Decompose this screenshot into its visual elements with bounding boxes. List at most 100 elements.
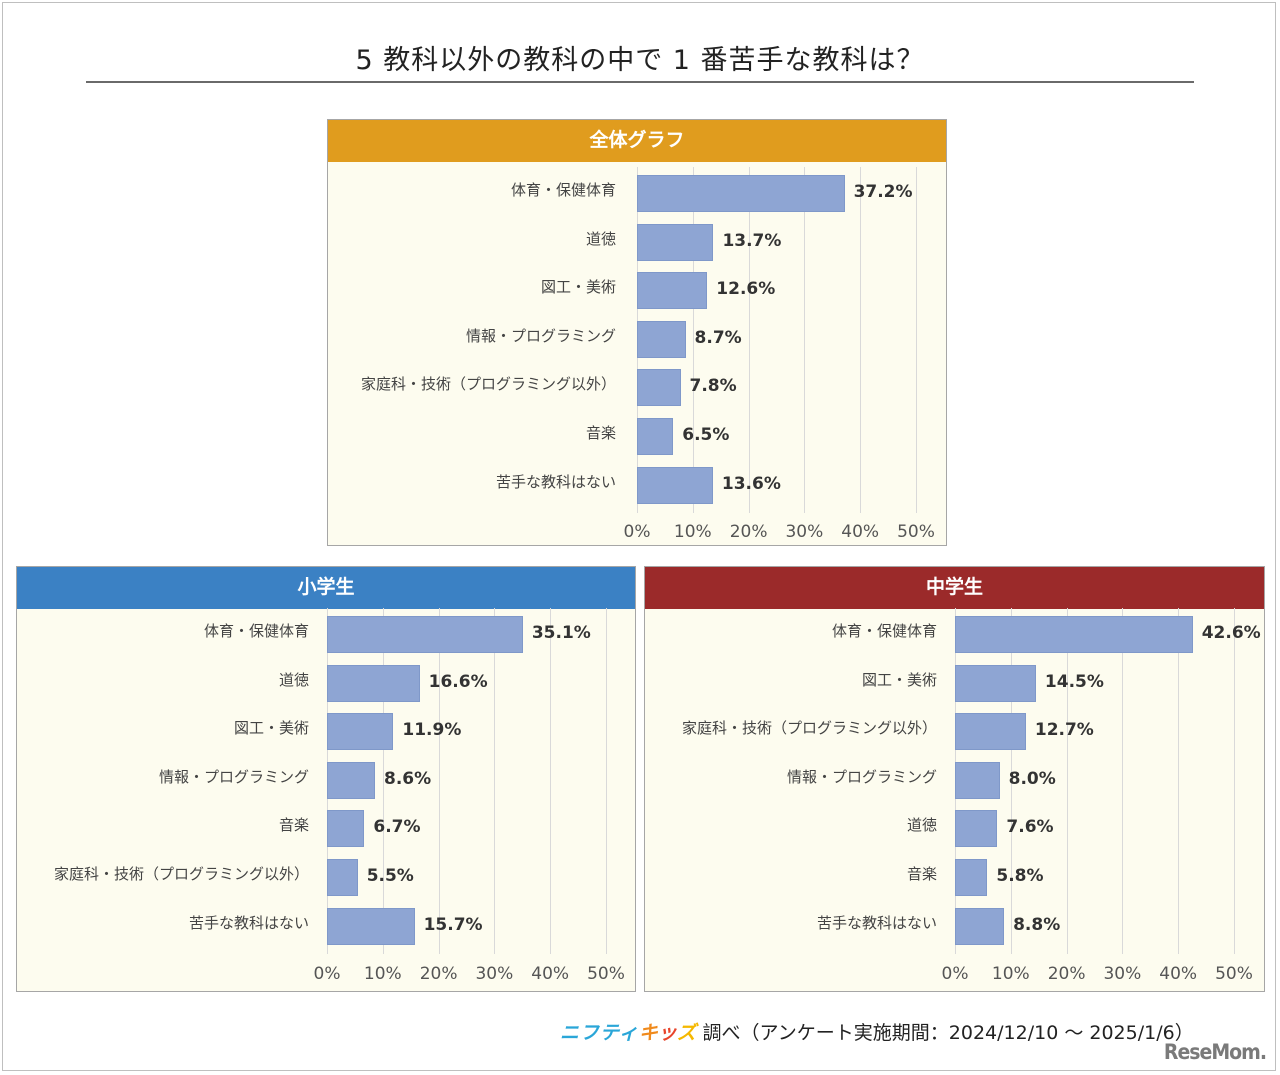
bar-value-label: 8.7% [694,327,742,348]
category-label: 体育・保健体育 [203,622,309,640]
elementary-chart-header: 小学生 [17,567,635,609]
category-label: 図工・美術 [233,719,309,738]
gridline [438,608,440,955]
bar [637,320,686,358]
x-axis-tick: 30% [475,964,514,984]
x-axis-tick: 10% [991,964,1030,984]
kids-brand: キッズ [638,1022,696,1044]
junior-high-chart-header: 中学生 [645,567,1264,609]
category-label: 道徳 [278,670,309,689]
category-label: 家庭科・技術（プログラミング以外） [360,375,616,394]
x-axis-tick: 50% [587,964,625,984]
bar-value-label: 12.6% [716,279,776,300]
bar-value-label: 15.7% [423,914,483,935]
source-note: ニフティキッズ 調べ（アンケート実施期間：2024/12/10 ～ 2025/1… [560,1018,1194,1045]
gridline [804,167,806,514]
bar-value-label: 13.6% [721,473,781,494]
category-label: 体育・保健体育 [831,622,937,640]
x-axis-tick: 30% [1103,964,1142,984]
gridline [860,167,862,514]
gridline [550,608,552,955]
bar [327,810,365,848]
category-label: 苦手な教科はない [495,472,616,491]
category-label: 体育・保健体育 [510,181,616,199]
bar [637,466,713,504]
gridline [1066,608,1068,955]
bar [955,859,988,896]
bar-value-label: 11.9% [402,720,462,741]
x-axis-tick: 0% [941,964,969,984]
category-label: 音楽 [585,424,616,442]
gridline [1234,608,1235,955]
x-axis-tick: 40% [1159,964,1198,984]
x-axis-tick: 50% [1215,964,1253,984]
x-axis-tick: 40% [841,522,880,542]
gridline [1178,608,1180,955]
bar-value-label: 8.0% [1008,768,1056,789]
gridline [606,608,607,955]
bar [955,713,1026,751]
bar [955,761,1000,799]
bar [637,369,681,407]
category-label: 苦手な教科はない [188,913,309,932]
category-label: 家庭科・技術（プログラミング以外） [53,865,309,883]
bar-value-label: 35.1% [531,623,591,643]
bar-value-label: 8.8% [1013,914,1061,935]
bar-value-label: 6.5% [682,425,730,445]
bar-value-label: 42.6% [1201,623,1261,643]
x-axis-tick: 50% [897,522,935,542]
nifty-brand: ニフティ [560,1022,639,1044]
bar-value-label: 14.5% [1044,671,1104,692]
gridline [692,167,694,514]
category-label: 図工・美術 [861,670,937,689]
bar-value-label: 13.7% [722,230,782,251]
bar [327,859,358,896]
bar [637,272,708,310]
category-label: 苦手な教科はない [816,913,937,932]
page-title: 5 教科以外の教科の中で 1 番苦手な教科は？ [355,45,925,76]
bar [637,175,845,212]
bar [955,664,1036,702]
x-axis-tick: 30% [785,522,824,542]
bar [327,713,394,751]
category-label: 音楽 [906,865,937,883]
bar-value-label: 6.7% [373,817,421,838]
overall-chart-panel: 全体グラフ 0% 10% 20% 30% 40% 50% 体育・保健体育 37.2% 道徳 13.… [327,119,947,546]
bar-value-label: 12.7% [1034,720,1094,741]
x-axis-tick: 20% [419,964,458,984]
bar [955,810,998,848]
bar-value-label: 7.6% [1006,817,1054,838]
bar-value-label: 5.8% [996,866,1044,886]
x-axis-tick: 20% [729,522,768,542]
x-axis-tick: 40% [531,964,570,984]
junior-high-chart-panel: 中学生 0% 10% 20% 30% 40% 50% 体育・保健体育 42.6% 図工・美術 14… [644,566,1265,992]
category-label: 図工・美術 [540,278,616,297]
bar-value-label: 8.6% [383,768,432,789]
bar-value-label: 5.5% [366,866,414,886]
category-label: 道徳 [906,816,937,835]
gridline [916,167,917,514]
bar [637,223,714,261]
category-label: 道徳 [585,229,616,248]
title-divider [86,81,1194,83]
category-label: 情報・プログラミング [465,326,616,345]
bar [327,616,523,653]
bar-value-label: 7.8% [689,376,737,397]
bar-value-label: 37.2% [853,182,913,202]
x-axis-tick: 0% [623,522,651,542]
category-label: 情報・プログラミング [158,767,309,786]
bar [327,907,415,945]
gridline [382,608,384,955]
x-axis-tick: 0% [313,964,341,984]
gridline [494,608,496,955]
bar [955,616,1193,653]
elementary-chart-panel: 小学生 0% 10% 20% 30% 40% 50% 体育・保健体育 35.1% 道徳 16.6%… [16,566,636,992]
bar [637,418,674,455]
x-axis-tick: 20% [1047,964,1086,984]
category-label: 家庭科・技術（プログラミング以外） [681,719,937,738]
x-axis-tick: 10% [363,964,402,984]
resemom-logo: ReseMom. [1163,1040,1267,1064]
x-axis-tick: 10% [673,522,712,542]
bar-value-label: 16.6% [428,671,488,692]
